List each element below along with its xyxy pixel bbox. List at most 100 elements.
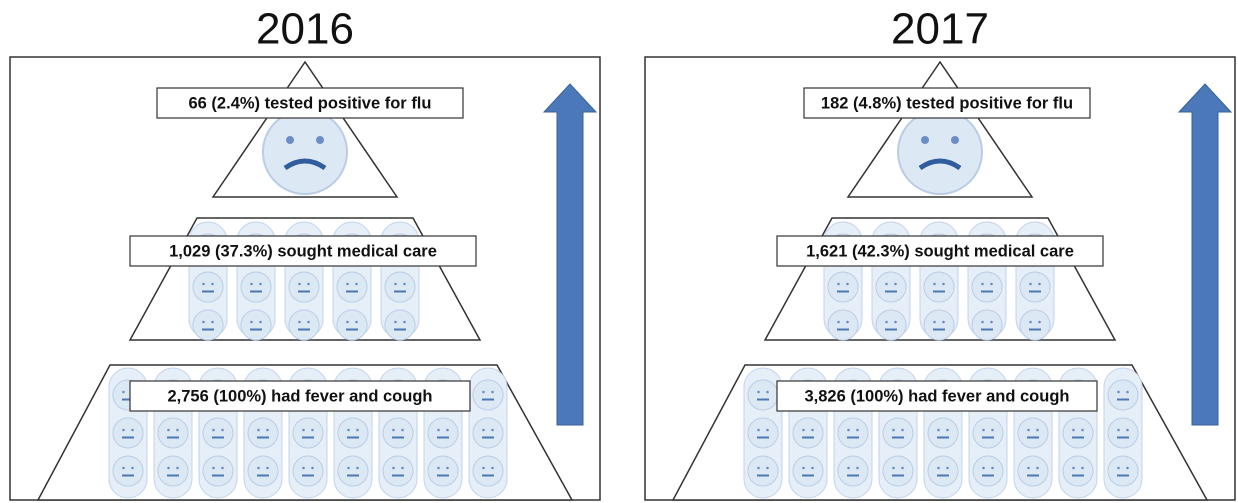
face-eye: [437, 466, 440, 470]
face-icon: [337, 455, 369, 487]
face-icon: [292, 455, 324, 487]
face-eye: [942, 320, 945, 324]
face-eye: [933, 282, 936, 286]
face-icon: [927, 417, 959, 449]
face-eye: [347, 466, 350, 470]
face-eye: [942, 282, 945, 286]
face-icon: [337, 417, 369, 449]
face-eye: [355, 282, 358, 286]
face-eye: [991, 428, 994, 432]
face-eye: [394, 282, 397, 286]
face-eye: [1027, 428, 1030, 432]
face-eye: [1029, 282, 1032, 286]
face-eye: [1117, 390, 1120, 394]
face-icon: [875, 309, 907, 341]
face-eye: [259, 320, 262, 324]
face-icon: [240, 309, 272, 341]
face-icon: [382, 417, 414, 449]
face-eye: [1126, 466, 1129, 470]
face-eye: [990, 320, 993, 324]
tier-label: 1,029 (37.3%) sought medical care: [169, 242, 437, 260]
face-eye: [1081, 466, 1084, 470]
face-icon: [240, 271, 272, 303]
face-eye: [757, 466, 760, 470]
sick-face-eye: [951, 136, 959, 144]
face-eye: [1038, 320, 1041, 324]
face-eye: [257, 466, 260, 470]
face-eye: [1029, 320, 1032, 324]
face-eye: [491, 466, 494, 470]
face-eye: [901, 466, 904, 470]
sick-face: [262, 109, 348, 195]
face-eye: [892, 466, 895, 470]
face-icon: [288, 309, 320, 341]
face-eye: [356, 466, 359, 470]
face-eye: [131, 466, 134, 470]
face-eye: [846, 320, 849, 324]
face-eye: [1126, 428, 1129, 432]
face-eye: [302, 466, 305, 470]
face-eye: [211, 320, 214, 324]
face-eye: [757, 428, 760, 432]
panel: 2017 182 (4.8%) tested positive for flu 1,…: [644, 5, 1236, 501]
face-eye: [766, 428, 769, 432]
face-icon: [192, 271, 224, 303]
face-icon: [1107, 379, 1139, 411]
face-eye: [131, 428, 134, 432]
face-eye: [401, 428, 404, 432]
upward-arrow: [1177, 83, 1233, 426]
face-eye: [1038, 282, 1041, 286]
face-icon: [1017, 455, 1049, 487]
face-eye: [991, 466, 994, 470]
face-eye: [1036, 466, 1039, 470]
face-icon: [972, 455, 1004, 487]
face-eye: [981, 320, 984, 324]
face-eye: [811, 428, 814, 432]
face-eye: [982, 428, 985, 432]
sick-face-mouth: [918, 158, 962, 171]
face-eye: [211, 282, 214, 286]
face-icon: [336, 309, 368, 341]
face-icon: [472, 379, 504, 411]
sick-face-mouth: [283, 158, 327, 171]
tier-label-box: [129, 380, 471, 412]
face-eye: [167, 428, 170, 432]
face-icon: [827, 271, 859, 303]
face-eye: [766, 390, 769, 394]
tier-label: 2,756 (100%) had fever and cough: [167, 387, 432, 405]
face-eye: [266, 428, 269, 432]
tier-label: 182 (4.8%) tested positive for flu: [821, 94, 1073, 112]
face-icon: [1062, 417, 1094, 449]
face-icon: [157, 455, 189, 487]
face-eye: [446, 466, 449, 470]
face-icon: [1107, 417, 1139, 449]
tier-label-box: [776, 380, 1098, 412]
face-icon: [202, 455, 234, 487]
face-icon: [112, 455, 144, 487]
face-icon: [472, 455, 504, 487]
face-icon: [971, 271, 1003, 303]
face-icon: [972, 417, 1004, 449]
face-eye: [122, 466, 125, 470]
face-eye: [901, 428, 904, 432]
face-eye: [811, 466, 814, 470]
face-eye: [482, 428, 485, 432]
face-eye: [482, 466, 485, 470]
face-eye: [894, 320, 897, 324]
face-eye: [802, 428, 805, 432]
face-eye: [221, 466, 224, 470]
face-eye: [856, 428, 859, 432]
face-icon: [882, 455, 914, 487]
face-eye: [259, 282, 262, 286]
face-eye: [394, 320, 397, 324]
sick-face: [897, 109, 983, 195]
face-icon: [1019, 271, 1051, 303]
panel: 2016 66 (2.4%) tested positive for flu 1,0…: [9, 5, 601, 501]
upward-arrow: [542, 83, 598, 426]
face-icon: [1017, 417, 1049, 449]
tier-label: 3,826 (100%) had fever and cough: [804, 387, 1069, 405]
face-eye: [401, 466, 404, 470]
tier-label: 1,621 (42.3%) sought medical care: [806, 242, 1074, 260]
